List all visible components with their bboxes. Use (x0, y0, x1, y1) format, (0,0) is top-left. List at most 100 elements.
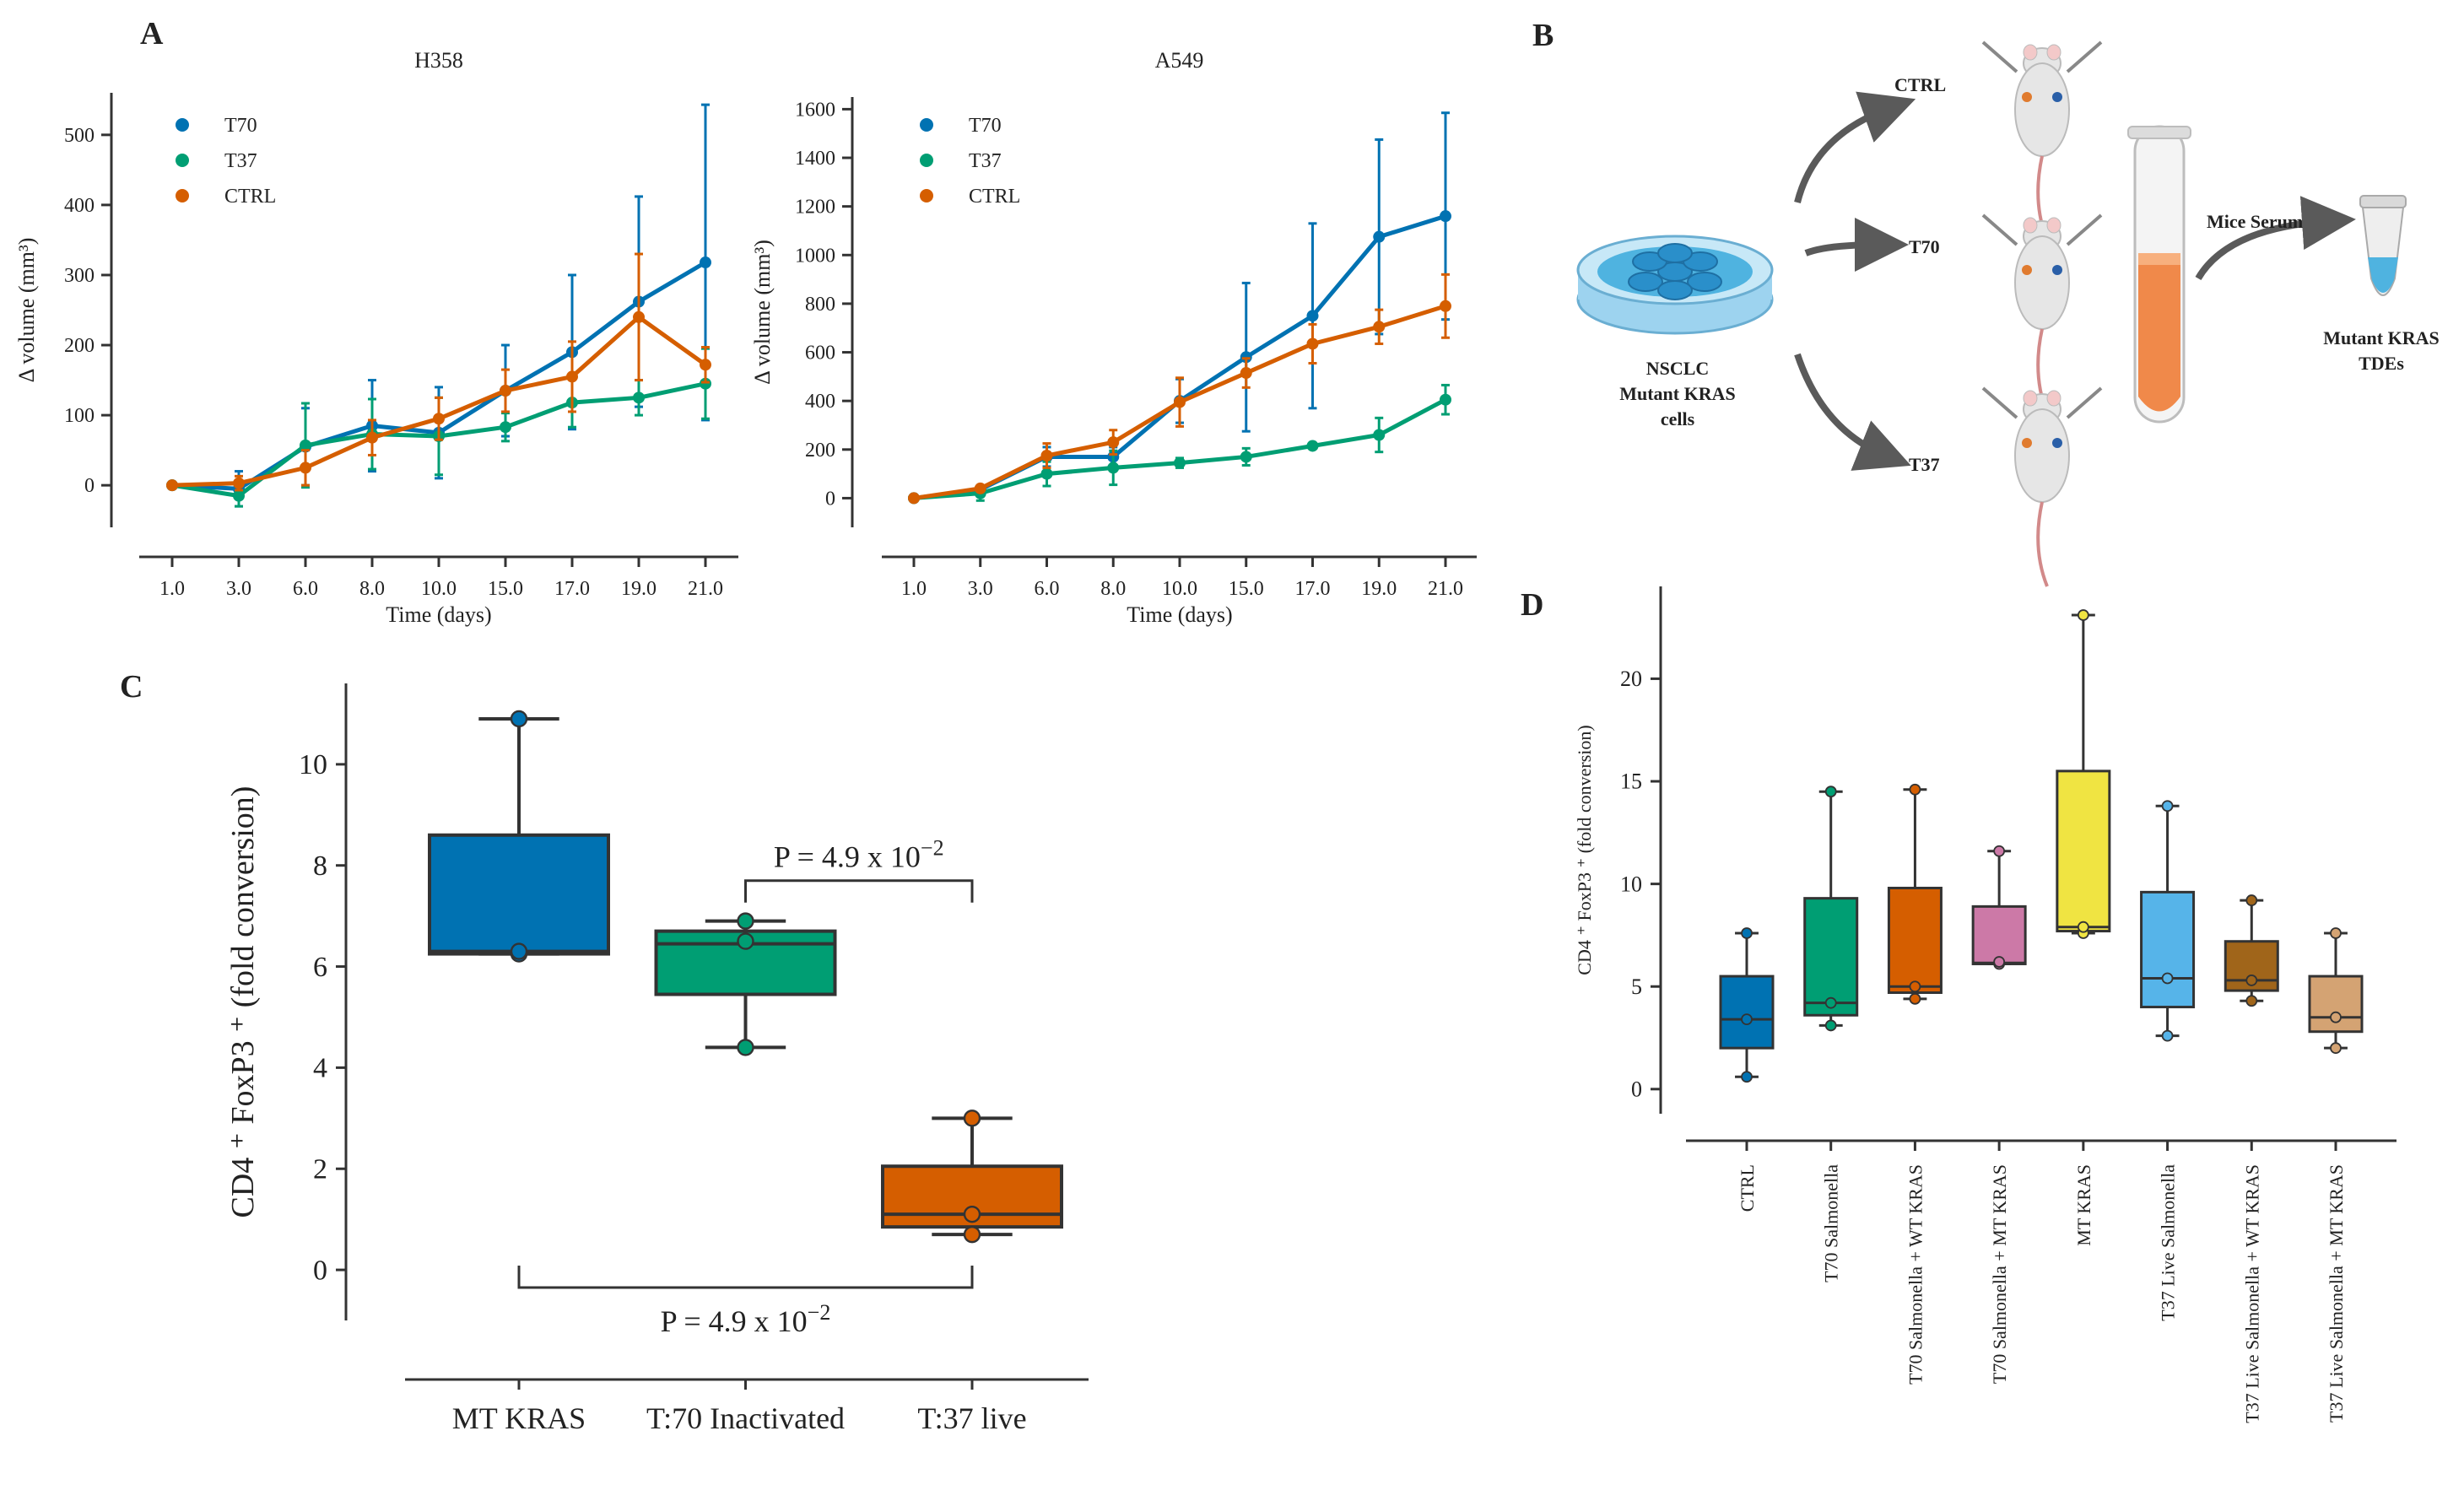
data-point (500, 421, 511, 434)
x-tick-label: T37 Live Salmonella + WT KRAS (2241, 1164, 2262, 1423)
x-tick-label: 6.0 (293, 578, 318, 600)
box-body (1971, 904, 2027, 965)
y-tick-label: 1400 (795, 148, 835, 170)
y-tick-label: 200 (64, 335, 95, 357)
data-point (700, 359, 711, 371)
data-point (510, 710, 528, 728)
y-tick-label: 1000 (795, 245, 835, 267)
y-tick-label: 1600 (795, 99, 835, 121)
y-tick-label: 8 (313, 850, 327, 882)
data-point (2077, 921, 2089, 933)
chart-cd4-foxp3-three-groups: 0 2 4 6 8 10 CD4 ⁺ FoxP3 ⁺ (fold conversion) MT… (225, 683, 1089, 1435)
data-point (1040, 450, 1053, 462)
significance-bracket-0: P = 4.9 x 10−2 (744, 835, 974, 903)
x-tick-label: T70 Salmonella + MT KRAS (1989, 1164, 2010, 1384)
data-point (510, 942, 528, 960)
microtube-icon (2359, 195, 2407, 296)
y-axis-label: CD4 ⁺ FoxP3 ⁺ (fold conversion) (225, 786, 261, 1218)
box-2 (881, 1110, 1063, 1244)
data-point (1909, 980, 1921, 993)
data-point (1440, 210, 1451, 223)
data-point (1174, 396, 1186, 408)
y-tick-label: 100 (64, 405, 95, 427)
box-body (1887, 886, 1943, 995)
chart-title: H358 (414, 48, 463, 73)
data-point (1824, 786, 1837, 798)
data-point (2077, 609, 2089, 621)
y-tick-label: 5 (1631, 975, 1642, 999)
data-point (1824, 996, 1837, 1009)
data-point (2161, 1029, 2174, 1042)
arrow-to-t70 (1804, 218, 1909, 273)
box-1 (654, 912, 837, 1056)
x-tick-label: 8.0 (1100, 578, 1126, 600)
legend-label-ctrl: CTRL (969, 186, 1020, 208)
x-tick-label: T70 Salmonella (1821, 1164, 1842, 1282)
y-tick-label: 20 (1620, 667, 1642, 691)
x-tick-label: 15.0 (488, 578, 523, 600)
data-point (2330, 1042, 2342, 1055)
x-tick-label: 17.0 (1295, 578, 1331, 600)
data-point (1741, 1013, 1753, 1026)
data-point (633, 391, 645, 404)
box-body (2140, 890, 2196, 1009)
panel-c-label: C (120, 669, 143, 705)
p-value-exponent: −2 (921, 835, 944, 860)
legend-label-t70: T70 (969, 115, 1002, 137)
group-label-t70: T70 (1909, 236, 1940, 257)
data-point (963, 1205, 981, 1223)
x-axis-label: Time (days) (386, 602, 491, 627)
data-point (1373, 429, 1386, 441)
series-ctrl (166, 252, 711, 492)
legend-label-t37: T37 (969, 150, 1002, 172)
data-point (908, 492, 920, 505)
box-6 (2224, 894, 2279, 1007)
data-point (1107, 462, 1120, 474)
data-point (1107, 436, 1120, 449)
data-point (1909, 783, 1921, 796)
significance-bracket-1: P = 4.9 x 10−2 (517, 1266, 974, 1338)
y-tick-label: 400 (64, 195, 95, 217)
data-point (1306, 337, 1319, 350)
y-tick-label: 10 (1620, 872, 1642, 896)
petri-dish (1576, 235, 1774, 335)
x-tick-label: MT KRAS (2073, 1164, 2094, 1246)
box-4 (2056, 609, 2111, 939)
legend-label-t37: T37 (224, 150, 257, 172)
data-point (2245, 975, 2258, 986)
y-tick-label: 2 (313, 1154, 327, 1185)
y-tick-label: 1200 (795, 197, 835, 219)
panel-d-label: D (1521, 587, 1543, 623)
y-axis-label: CD4 ⁺ FoxP3 ⁺ (fold conversion) (1574, 725, 1595, 975)
y-tick-label: 0 (313, 1255, 327, 1286)
y-tick-label: 600 (805, 343, 835, 364)
panel-a-label: A (140, 16, 164, 51)
box-5 (2140, 800, 2196, 1042)
data-point (963, 1110, 981, 1127)
data-point (233, 477, 245, 489)
x-tick-label: 10.0 (1162, 578, 1197, 600)
data-point (1741, 1071, 1753, 1083)
chart-cd4-foxp3-eight-groups: 0 5 10 15 20 CD4 ⁺ FoxP3 ⁺ (fold conversion) C… (1574, 586, 2396, 1423)
mouse-t37-icon (1981, 386, 2103, 587)
data-point (1373, 230, 1386, 243)
data-point (166, 479, 178, 492)
data-point (2330, 1011, 2342, 1023)
data-point (1240, 451, 1252, 463)
y-tick-label: 4 (313, 1053, 327, 1084)
chart-a549: 0 200 400 600 800 1000 1200 1400 1600 1.0 3.0 6.0 8.… (750, 48, 1477, 627)
x-tick-label: 19.0 (1361, 578, 1397, 600)
data-point (2161, 800, 2174, 813)
x-tick-label: 15.0 (1229, 578, 1264, 600)
data-point (300, 462, 311, 474)
data-point (1306, 440, 1319, 452)
data-point (633, 310, 645, 323)
data-point (974, 482, 986, 494)
x-tick-label: CTRL (1737, 1164, 1758, 1212)
data-point (2161, 972, 2174, 985)
y-tick-label: 500 (64, 125, 95, 147)
data-point (737, 912, 754, 930)
x-tick-label: T:70 Inactivated (646, 1401, 845, 1435)
box-2 (1887, 783, 1943, 1005)
